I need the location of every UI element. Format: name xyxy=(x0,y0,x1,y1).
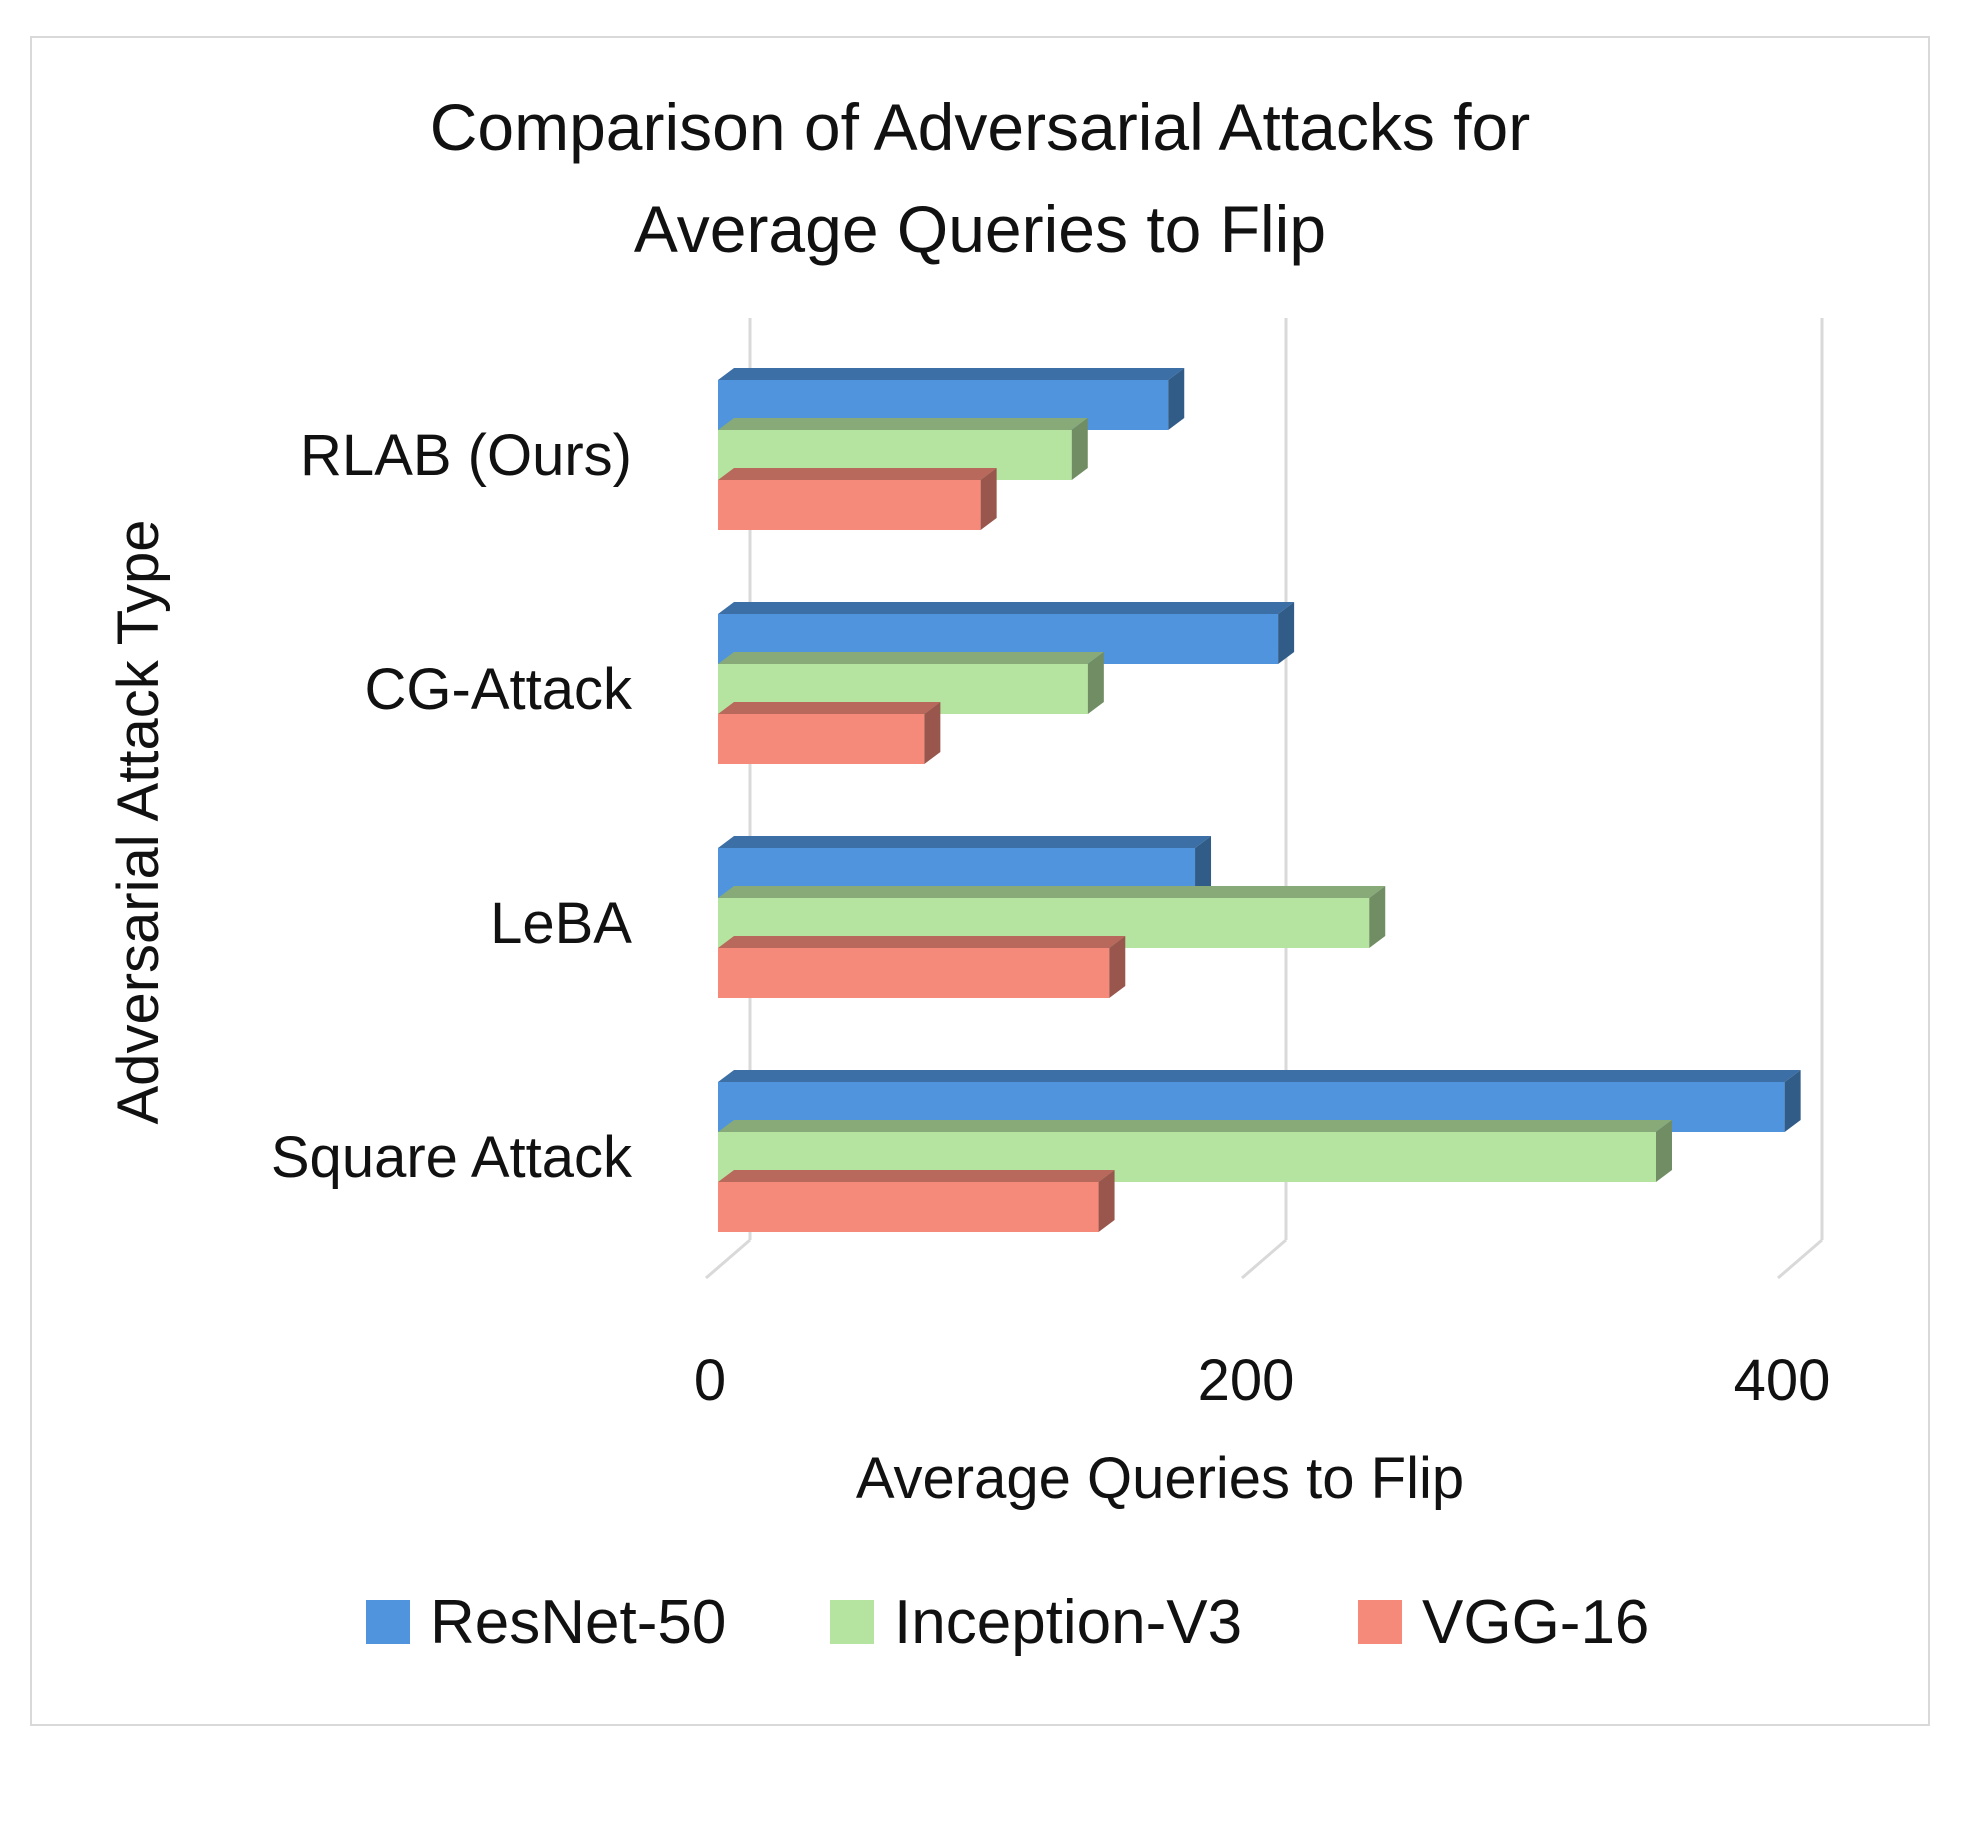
bars xyxy=(718,368,1801,1232)
bar-2-2 xyxy=(718,936,1126,998)
legend-label-0: ResNet-50 xyxy=(430,1588,726,1657)
legend-item-1: Inception-V3 xyxy=(830,1588,1242,1657)
category-label-2: LeBA xyxy=(490,891,632,956)
y-axis-title: Adversarial Attack Type xyxy=(106,519,171,1124)
x-tick-label-2: 400 xyxy=(1734,1348,1831,1413)
floor-gridline-1 xyxy=(1241,1238,1287,1280)
legend-swatch-1 xyxy=(830,1600,874,1644)
legend-label-1: Inception-V3 xyxy=(894,1588,1242,1657)
bar-0-2 xyxy=(718,468,997,530)
category-label-1: CG-Attack xyxy=(365,657,633,722)
bar-3-1 xyxy=(718,1120,1672,1182)
legend-label-2: VGG-16 xyxy=(1422,1588,1649,1657)
floor-gridline-0 xyxy=(705,1238,751,1280)
category-label-3: Square Attack xyxy=(271,1125,633,1190)
category-labels: RLAB (Ours) CG-Attack LeBA Square Attack xyxy=(271,423,633,1190)
x-tick-label-1: 200 xyxy=(1198,1348,1295,1413)
x-tick-label-0: 0 xyxy=(694,1348,726,1413)
x-axis-title: Average Queries to Flip xyxy=(856,1446,1464,1511)
legend-item-2: VGG-16 xyxy=(1358,1588,1649,1657)
legend-swatch-0 xyxy=(366,1600,410,1644)
chart-title: Comparison of Adversarial Attacks for Av… xyxy=(430,90,1530,266)
category-label-0: RLAB (Ours) xyxy=(300,423,632,488)
legend: ResNet-50 Inception-V3 VGG-16 xyxy=(366,1588,1649,1657)
floor-gridline-2 xyxy=(1777,1238,1823,1280)
chart-title-line-1: Comparison of Adversarial Attacks for xyxy=(430,90,1530,164)
x-tick-labels: 0 200 400 xyxy=(694,1348,1831,1413)
legend-swatch-2 xyxy=(1358,1600,1402,1644)
chart-title-line-2: Average Queries to Flip xyxy=(634,192,1326,266)
legend-item-0: ResNet-50 xyxy=(366,1588,726,1657)
bar-1-2 xyxy=(718,702,941,764)
bar-3-2 xyxy=(718,1170,1115,1232)
